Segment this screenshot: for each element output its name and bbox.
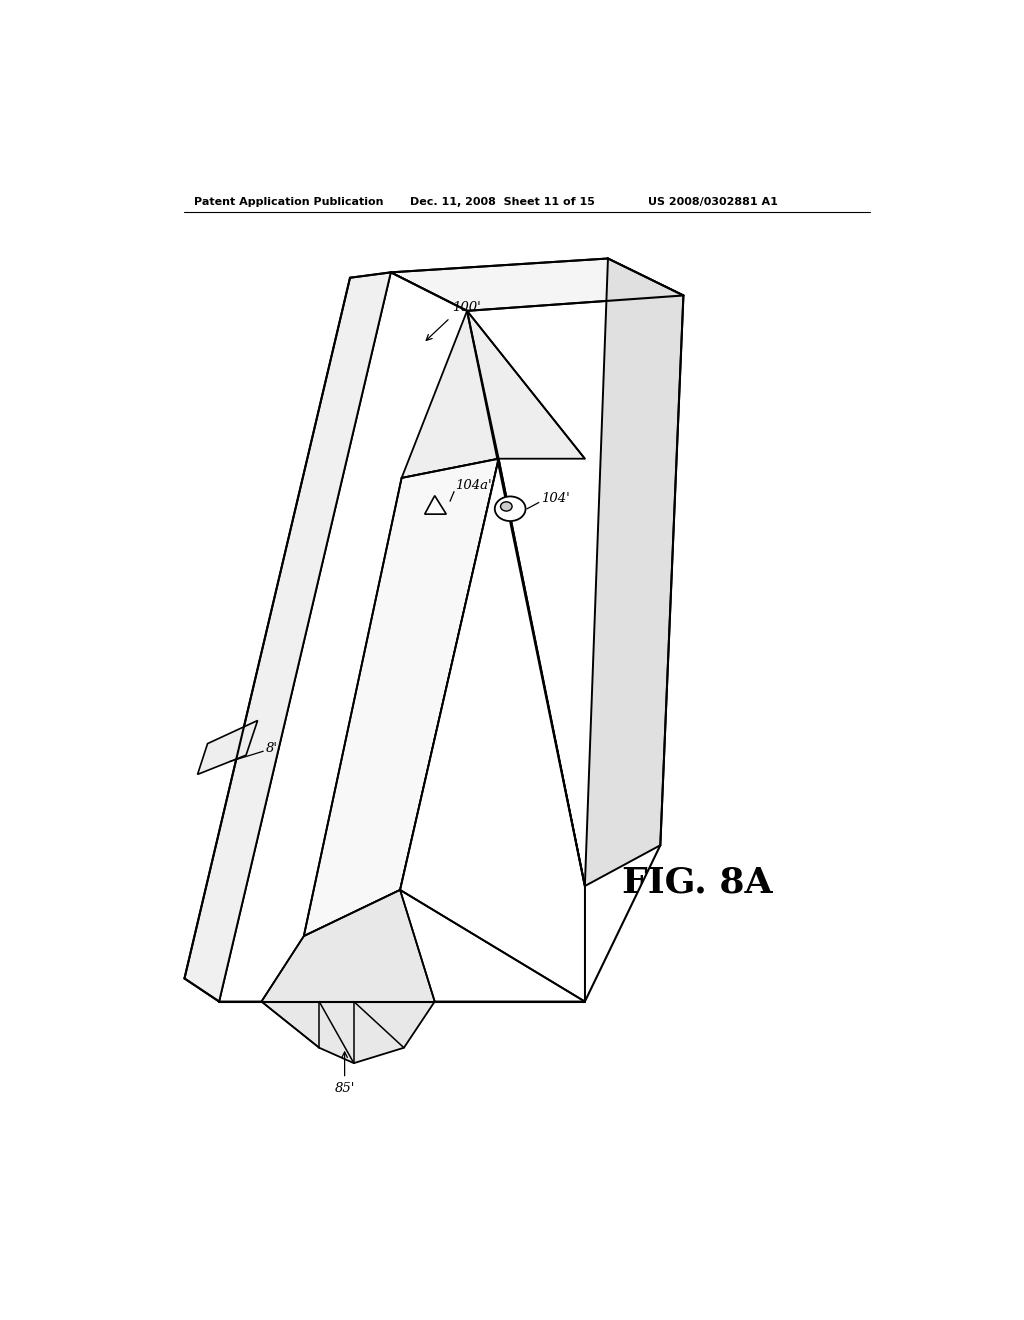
Polygon shape — [304, 459, 499, 936]
Text: Dec. 11, 2008  Sheet 11 of 15: Dec. 11, 2008 Sheet 11 of 15 — [410, 197, 595, 207]
Polygon shape — [198, 721, 258, 775]
Polygon shape — [425, 496, 446, 515]
Text: 100': 100' — [453, 301, 481, 314]
Text: Patent Application Publication: Patent Application Publication — [195, 197, 384, 207]
Polygon shape — [219, 272, 585, 1002]
Ellipse shape — [501, 502, 512, 511]
Polygon shape — [585, 259, 683, 886]
Polygon shape — [184, 272, 391, 1002]
Text: FIG. 8A: FIG. 8A — [622, 865, 772, 899]
Ellipse shape — [495, 496, 525, 521]
Polygon shape — [401, 312, 585, 478]
Polygon shape — [391, 259, 683, 312]
Text: 85': 85' — [335, 1082, 354, 1096]
Polygon shape — [261, 890, 435, 1063]
Polygon shape — [400, 459, 585, 1002]
Text: 104a': 104a' — [456, 479, 493, 492]
Text: 104': 104' — [541, 492, 569, 506]
Text: 8': 8' — [265, 742, 278, 755]
Text: US 2008/0302881 A1: US 2008/0302881 A1 — [648, 197, 778, 207]
